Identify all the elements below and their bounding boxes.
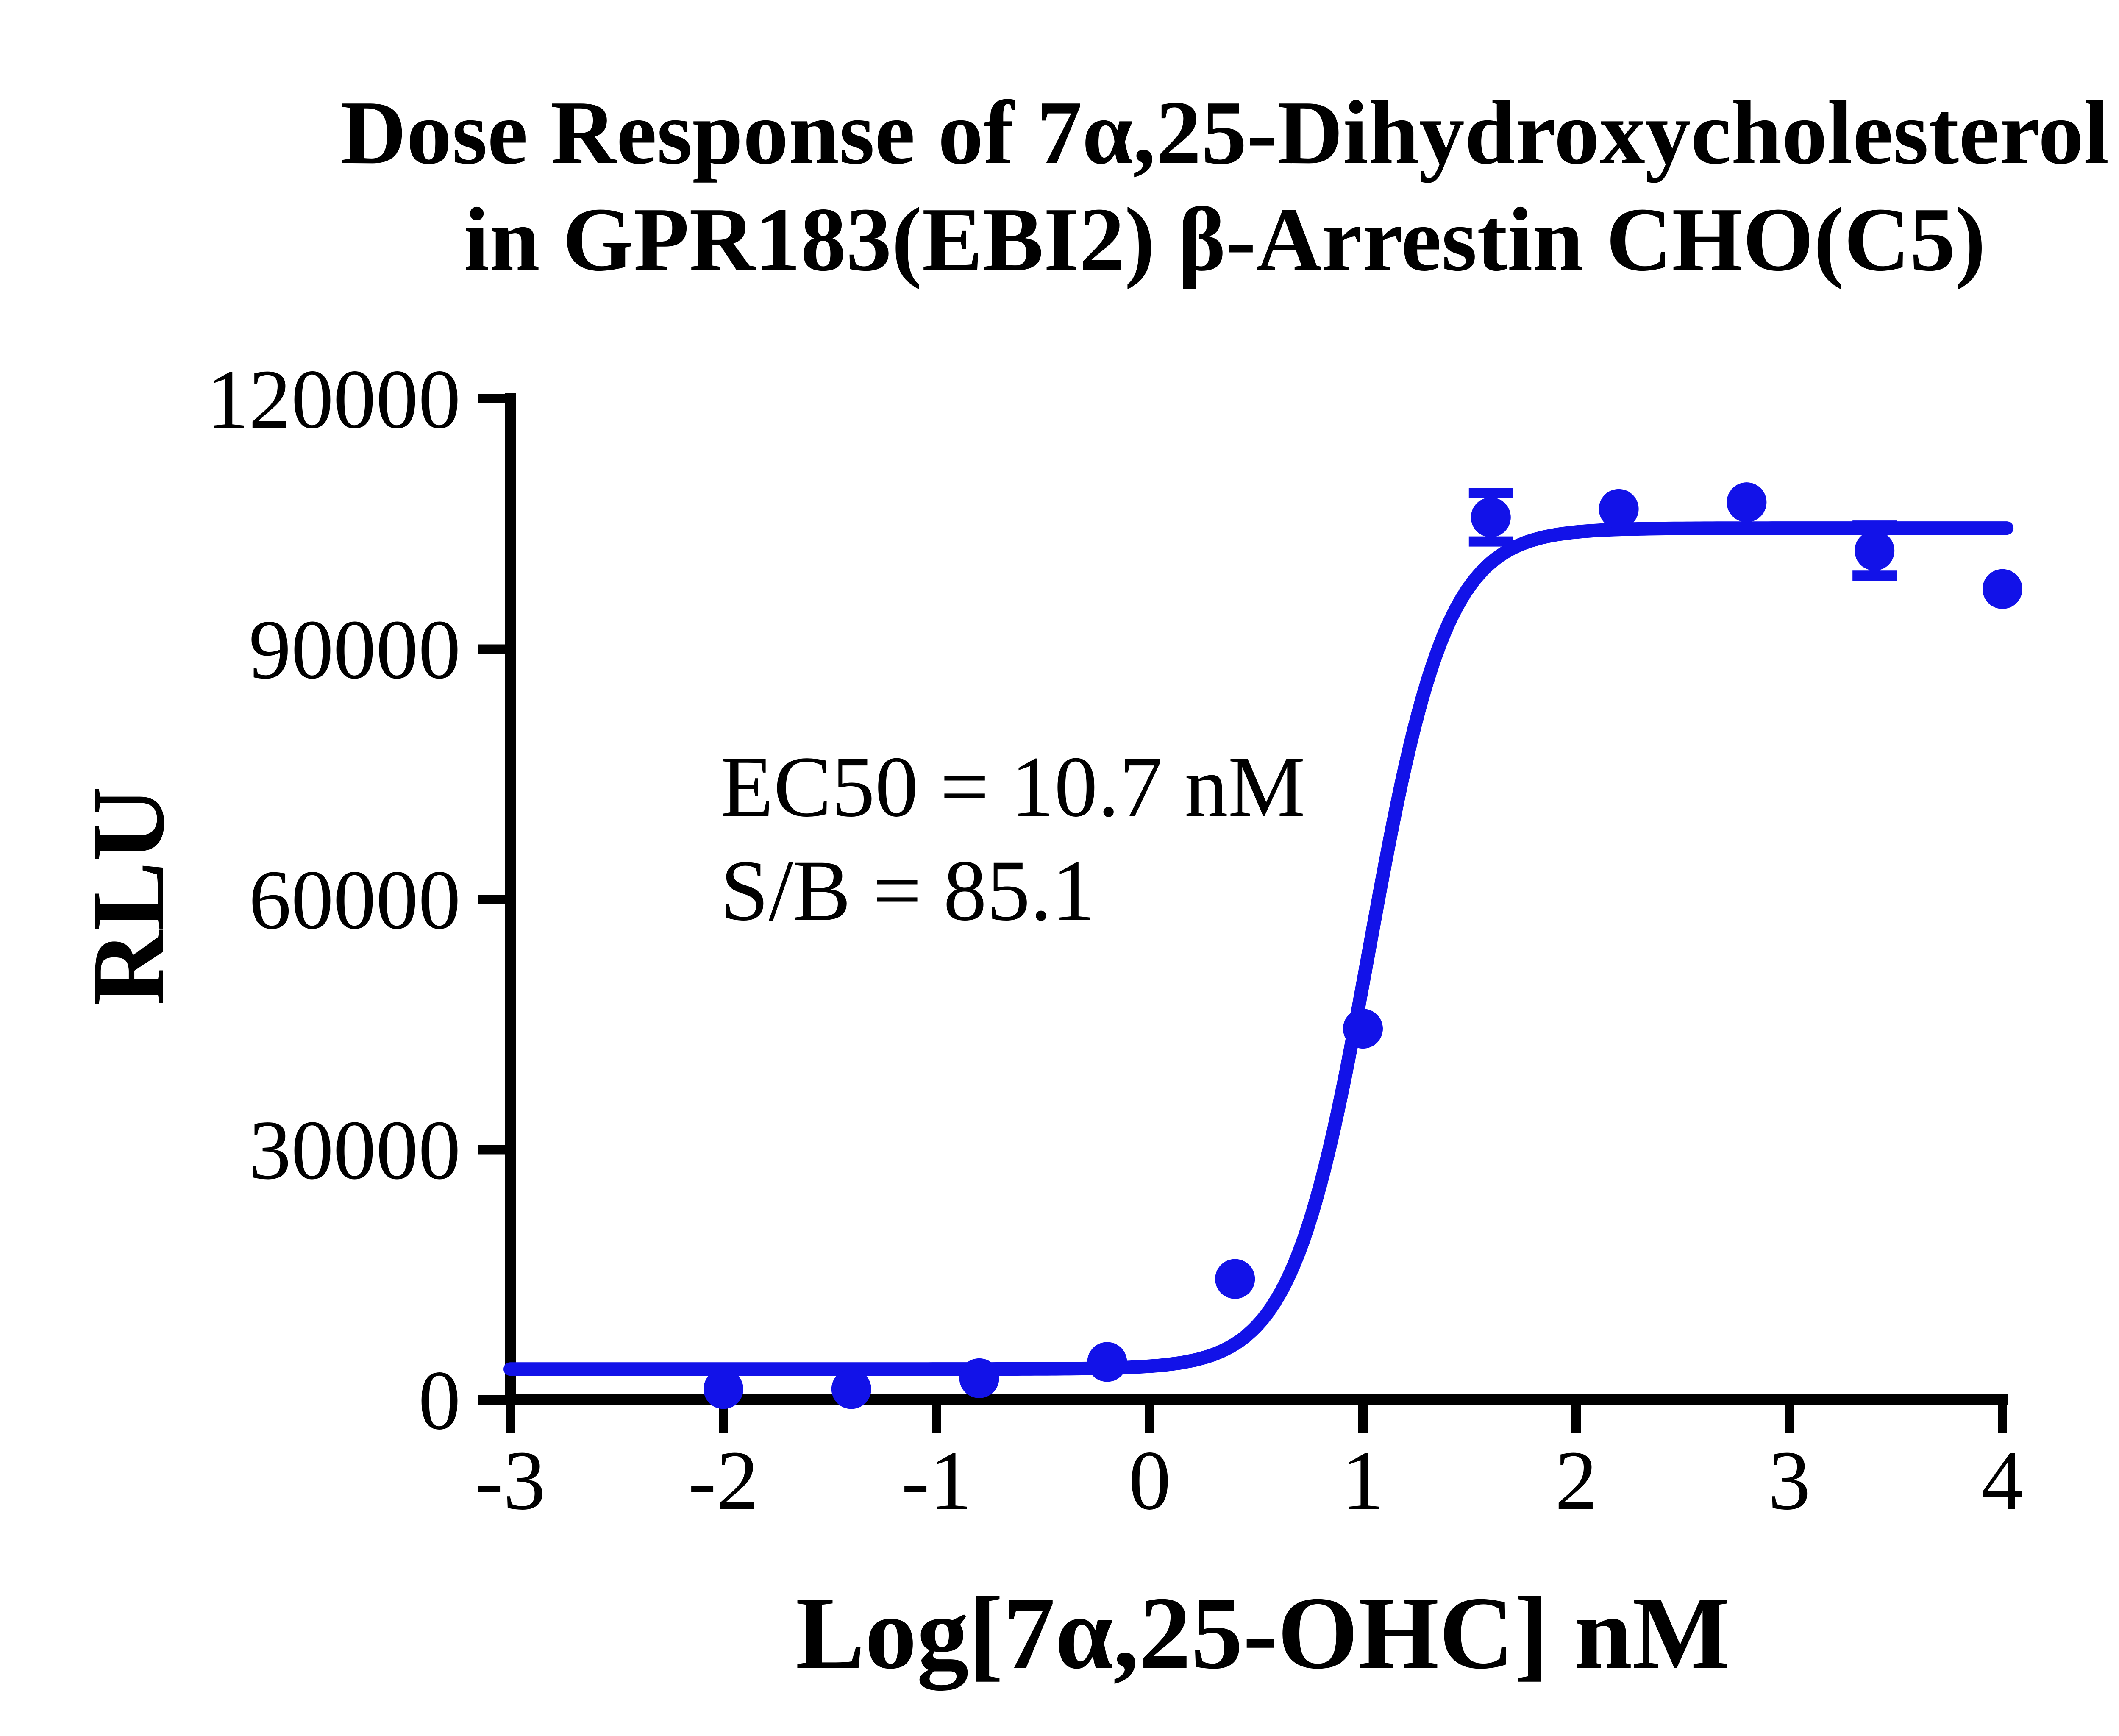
x-tick-label: -2 [688, 1434, 759, 1527]
data-point [1855, 531, 1895, 571]
chart-title-line-2: in GPR183(EBI2) β-Arrestin CHO(C5) [464, 189, 1986, 290]
data-point [1215, 1259, 1255, 1299]
data-point [1727, 482, 1767, 523]
y-tick-label: 30000 [249, 1104, 461, 1197]
x-tick-label: 2 [1555, 1434, 1597, 1527]
data-point [1471, 497, 1511, 537]
y-tick-label: 60000 [249, 853, 461, 947]
data-point [1087, 1342, 1127, 1382]
y-tick-label: 90000 [249, 603, 461, 697]
y-tick-label: 0 [418, 1354, 461, 1447]
x-tick-label: 0 [1129, 1434, 1171, 1527]
data-point [1599, 489, 1639, 529]
data-point [1983, 569, 2022, 609]
fit-curve [503, 521, 2014, 1376]
signal-to-background-annotation: S/B = 85.1 [720, 843, 1096, 939]
x-tick-label: 3 [1768, 1434, 1810, 1527]
x-tick-label: 4 [1981, 1434, 2024, 1527]
fit-curve-layer [503, 521, 2014, 1376]
data-point [959, 1358, 999, 1398]
ec50-annotation: EC50 = 10.7 nM [720, 739, 1305, 835]
y-tick-label: 120000 [206, 353, 461, 446]
x-axis-title: Log[7α,25-OHC] nM [795, 1575, 1730, 1691]
x-tick-label: -3 [475, 1434, 546, 1527]
data-point [704, 1369, 743, 1409]
data-points-layer [704, 482, 2022, 1409]
axes-layer: 0 30000 60000 90000 120000 -3 -2 -1 0 1 2 3 4 [206, 353, 2024, 1527]
x-tick-label: 1 [1342, 1434, 1384, 1527]
data-point [831, 1369, 871, 1409]
data-point [1343, 1009, 1383, 1049]
y-axis-title: RLU [71, 786, 186, 1005]
chart-title-line-1: Dose Response of 7α,25-Dihydroxycholeste… [341, 82, 2109, 183]
x-tick-label: -1 [901, 1434, 972, 1527]
